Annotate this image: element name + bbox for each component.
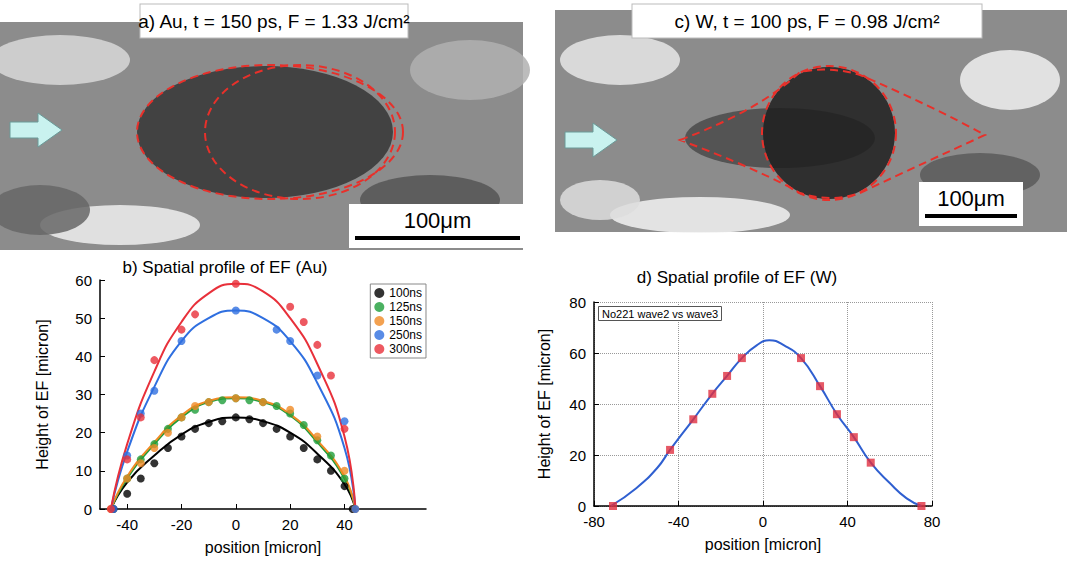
svg-text:100μm: 100μm bbox=[404, 208, 472, 233]
svg-text:0: 0 bbox=[232, 516, 240, 533]
svg-text:150ns: 150ns bbox=[389, 314, 422, 328]
svg-text:100μm: 100μm bbox=[937, 186, 1005, 211]
svg-text:0: 0 bbox=[578, 498, 586, 515]
svg-text:-40: -40 bbox=[668, 513, 690, 530]
svg-text:Height of EF [micron]: Height of EF [micron] bbox=[536, 329, 553, 479]
svg-text:250ns: 250ns bbox=[389, 328, 422, 342]
svg-text:125ns: 125ns bbox=[389, 300, 422, 314]
svg-text:position [micron]: position [micron] bbox=[705, 536, 822, 553]
svg-text:Height of EF [micron]: Height of EF [micron] bbox=[34, 319, 51, 469]
svg-text:20: 20 bbox=[569, 447, 586, 464]
svg-text:10: 10 bbox=[75, 462, 92, 479]
svg-text:d) Spatial profile of EF (W): d) Spatial profile of EF (W) bbox=[637, 268, 837, 287]
svg-text:40: 40 bbox=[75, 348, 92, 365]
svg-text:0: 0 bbox=[759, 513, 767, 530]
svg-text:300ns: 300ns bbox=[389, 342, 422, 356]
svg-text:No221 wave2 vs wave3: No221 wave2 vs wave3 bbox=[602, 308, 718, 320]
svg-text:60: 60 bbox=[75, 272, 92, 289]
svg-text:100ns: 100ns bbox=[389, 286, 422, 300]
svg-text:50: 50 bbox=[75, 310, 92, 327]
svg-text:30: 30 bbox=[75, 386, 92, 403]
svg-text:20: 20 bbox=[75, 424, 92, 441]
svg-text:40: 40 bbox=[839, 513, 856, 530]
svg-text:0: 0 bbox=[84, 501, 92, 518]
svg-text:c) W, t = 100 ps, F = 0.98 J/c: c) W, t = 100 ps, F = 0.98 J/cm² bbox=[674, 11, 939, 32]
svg-text:80: 80 bbox=[924, 513, 941, 530]
svg-text:-20: -20 bbox=[171, 516, 193, 533]
svg-text:60: 60 bbox=[569, 345, 586, 362]
svg-text:b) Spatial profile of EF (Au): b) Spatial profile of EF (Au) bbox=[122, 258, 327, 277]
svg-text:20: 20 bbox=[282, 516, 299, 533]
svg-text:position [micron]: position [micron] bbox=[205, 539, 322, 556]
svg-text:a) Au, t = 150 ps, F = 1.33 J/: a) Au, t = 150 ps, F = 1.33 J/cm² bbox=[138, 11, 409, 32]
svg-text:-40: -40 bbox=[116, 516, 138, 533]
svg-text:40: 40 bbox=[569, 396, 586, 413]
svg-text:-80: -80 bbox=[583, 513, 605, 530]
svg-text:80: 80 bbox=[569, 294, 586, 311]
svg-text:40: 40 bbox=[336, 516, 353, 533]
